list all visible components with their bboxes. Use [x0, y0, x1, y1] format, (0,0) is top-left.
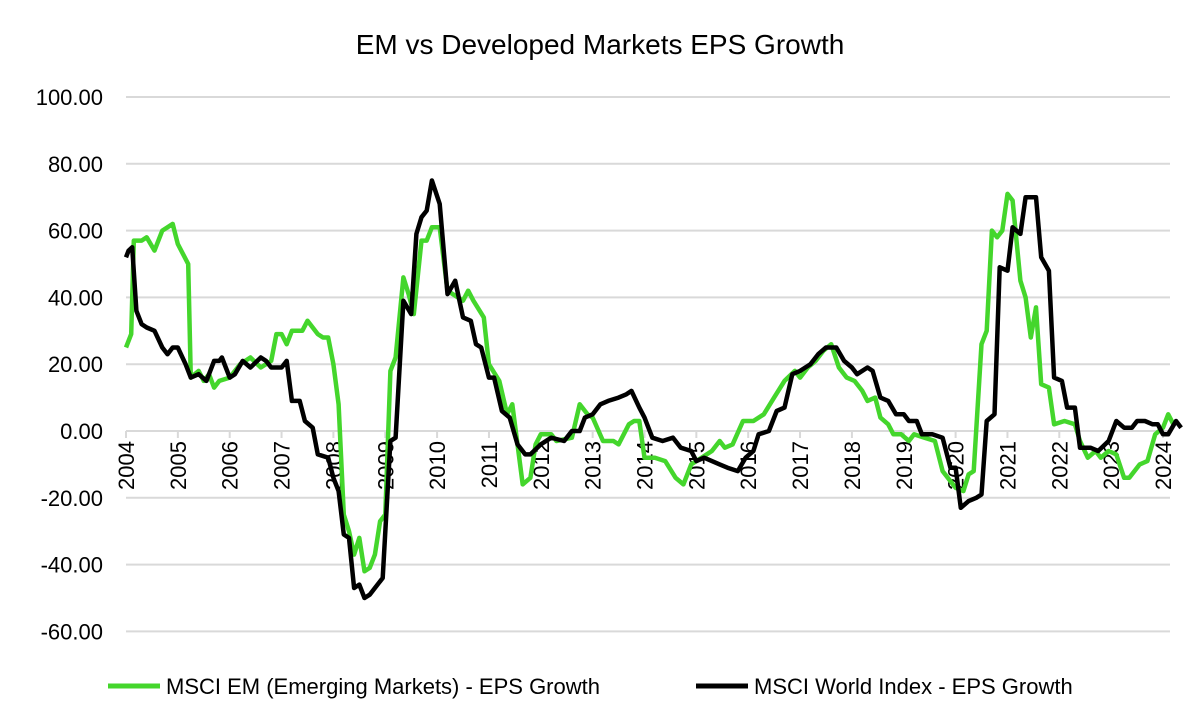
x-tick-label: 2017 [788, 441, 813, 490]
y-tick-label: -40.00 [41, 553, 103, 578]
y-tick-label: 80.00 [48, 152, 103, 177]
x-tick-label: 2019 [892, 441, 917, 490]
y-tick-label: -20.00 [41, 486, 103, 511]
legend-label-world: MSCI World Index - EPS Growth [754, 674, 1073, 699]
y-tick-label: 20.00 [48, 352, 103, 377]
x-tick-label: 2007 [270, 441, 295, 490]
legend-label-em: MSCI EM (Emerging Markets) - EPS Growth [166, 674, 600, 699]
x-tick-label: 2004 [114, 441, 139, 490]
y-tick-label: 100.00 [36, 85, 103, 110]
chart-title: EM vs Developed Markets EPS Growth [356, 29, 845, 60]
x-tick-label: 2005 [166, 441, 191, 490]
y-tick-label: 0.00 [60, 419, 103, 444]
x-tick-label: 2024 [1151, 441, 1176, 490]
x-tick-label: 2021 [995, 441, 1020, 490]
x-tick-label: 2010 [425, 441, 450, 490]
y-tick-label: 40.00 [48, 285, 103, 310]
series-line-em [123, 191, 1176, 574]
y-tick-label: 60.00 [48, 219, 103, 244]
y-tick-label: -60.00 [41, 619, 103, 644]
x-axis: 2004 2005 2006 2007 2008 2009 2010 2011 2012 2013… [114, 431, 1176, 490]
series-line-world [123, 178, 1183, 601]
series-lines [123, 178, 1183, 601]
x-tick-label: 2018 [840, 441, 865, 490]
x-tick-label: 2013 [581, 441, 606, 490]
legend: MSCI EM (Emerging Markets) - EPS Growth … [108, 674, 1073, 699]
y-axis: 100.00 80.00 60.00 40.00 20.00 0.00 -20.00 -40.… [36, 85, 103, 644]
x-tick-label: 2022 [1047, 441, 1072, 490]
x-tick-label: 2006 [218, 441, 243, 490]
x-tick-label: 2011 [477, 441, 502, 488]
